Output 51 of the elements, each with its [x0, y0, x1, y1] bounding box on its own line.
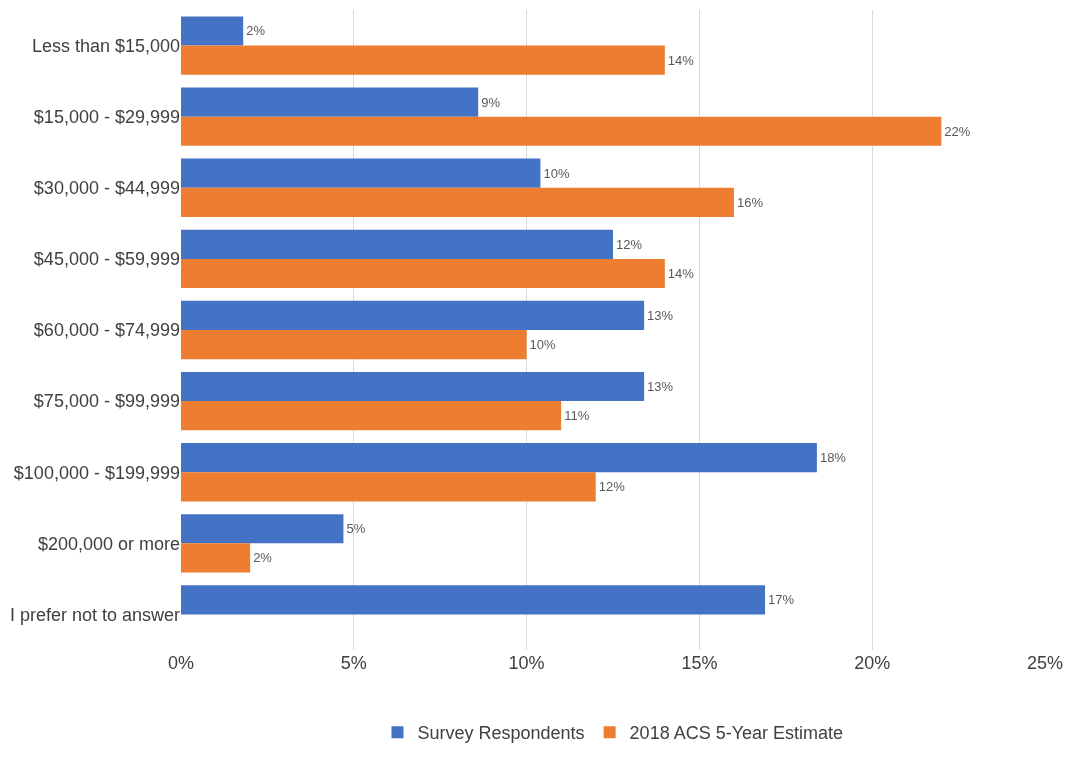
bar	[181, 87, 479, 117]
bar	[181, 543, 251, 573]
bar	[181, 116, 942, 146]
data-label: 18%	[819, 450, 847, 466]
data-label: 10%	[543, 165, 570, 181]
x-tick-label: 20%	[854, 653, 891, 673]
bar	[181, 16, 244, 46]
data-label: 9%	[481, 94, 501, 110]
y-tick-label: $45,000 - $59,999	[33, 249, 180, 270]
x-tick-label: 15%	[681, 653, 718, 673]
data-label: 12%	[598, 479, 626, 495]
bar	[181, 258, 665, 289]
data-label: 2%	[253, 550, 273, 566]
legend-label: Survey Respondents	[417, 723, 585, 744]
y-tick-label: $15,000 - $29,999	[33, 106, 180, 127]
y-tick-label: $100,000 - $199,999	[13, 462, 180, 483]
data-label: 14%	[667, 52, 695, 68]
bar	[181, 187, 734, 217]
data-label: 12%	[616, 236, 643, 252]
data-label: 16%	[736, 194, 764, 210]
bar	[181, 330, 527, 360]
x-tick-label: 5%	[340, 653, 367, 673]
data-label: 17%	[768, 592, 795, 608]
bar	[181, 229, 613, 259]
x-tick-label: 10%	[508, 653, 545, 673]
data-label: 14%	[667, 265, 695, 281]
data-label: 2%	[246, 23, 266, 39]
y-tick-label: $60,000 - $74,999	[33, 320, 180, 341]
bar	[181, 401, 562, 431]
data-label: 13%	[647, 307, 674, 323]
bar	[181, 514, 344, 544]
bar	[181, 585, 766, 615]
y-tick-label: $75,000 - $99,999	[33, 391, 180, 412]
data-label: 22%	[944, 123, 971, 139]
data-label: 5%	[346, 521, 366, 537]
x-tick-label: 0%	[167, 653, 195, 673]
y-tick-label: I prefer not to answer	[9, 604, 180, 625]
bar	[181, 300, 645, 330]
bar	[181, 45, 665, 75]
y-tick-label: Less than $15,000	[31, 35, 180, 56]
bar	[181, 472, 596, 502]
data-label: 10%	[529, 337, 557, 353]
bar	[181, 158, 541, 188]
bar	[181, 371, 645, 402]
data-label: 11%	[564, 408, 590, 424]
bar	[181, 443, 817, 473]
y-tick-label: $200,000 or more	[37, 533, 180, 554]
data-label: 13%	[647, 379, 674, 395]
legend-label: 2018 ACS 5-Year Estimate	[629, 723, 844, 744]
y-tick-label: $30,000 - $44,999	[33, 178, 180, 199]
x-tick-label: 25%	[1026, 653, 1064, 673]
